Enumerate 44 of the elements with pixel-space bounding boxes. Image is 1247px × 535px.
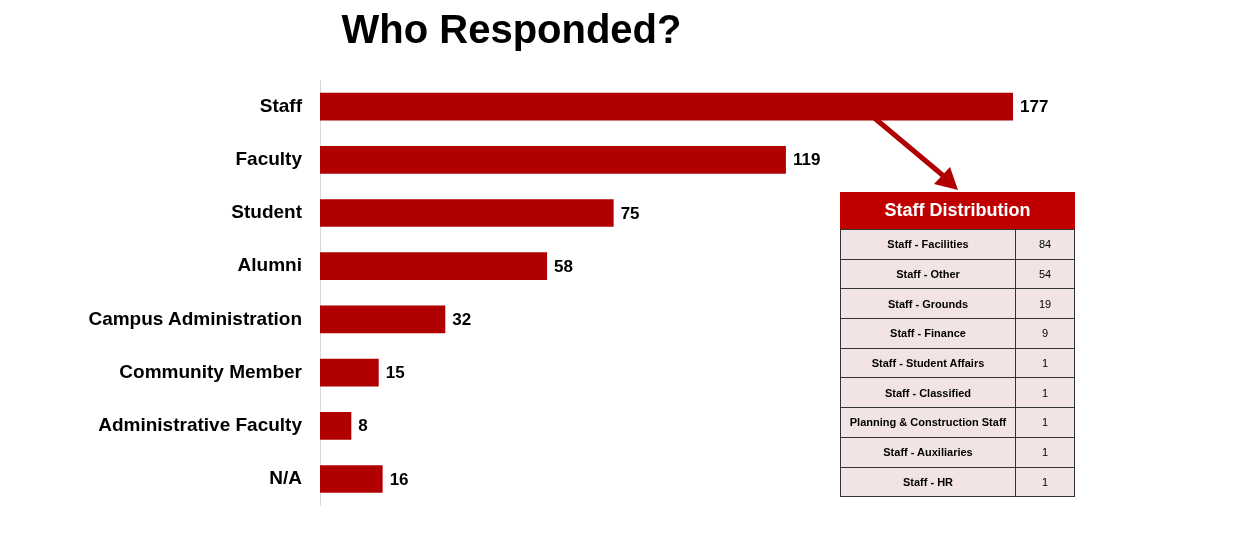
y-tick-label: Student (231, 201, 303, 223)
category-label: Planning & Construction Staff (840, 407, 1016, 438)
y-tick-label: Staff (259, 94, 303, 116)
bar (320, 411, 352, 440)
data-label: 177 (1020, 97, 1049, 117)
category-label: Staff - Other (840, 259, 1016, 289)
data-label: 1 (1015, 348, 1075, 378)
bar (320, 199, 614, 227)
data-label: 15 (385, 363, 405, 383)
data-label: 119 (792, 150, 821, 170)
chart-title: Who Responded? (341, 7, 682, 52)
data-label: 75 (620, 203, 640, 223)
text: Staff Distribution (840, 192, 1075, 229)
category-label: Staff - HR (840, 467, 1016, 497)
data-label: 84 (1015, 229, 1075, 260)
category-label: Staff - Student Affairs (840, 348, 1016, 378)
y-tick-label: Alumni (237, 254, 302, 276)
y-tick-label: Community Member (119, 360, 303, 382)
bar (320, 358, 379, 387)
data-label: 1 (1015, 437, 1075, 467)
data-label: 19 (1015, 288, 1075, 319)
category-label: Staff - Finance (840, 318, 1016, 349)
bar (320, 92, 1013, 121)
data-label: 9 (1015, 318, 1075, 349)
data-label: 1 (1015, 467, 1075, 497)
bar (320, 305, 446, 334)
y-tick-label: N/A (269, 467, 303, 489)
data-label: 16 (389, 469, 409, 489)
y-tick-label: Faculty (235, 148, 303, 170)
data-label: 8 (358, 416, 368, 436)
data-label: 1 (1015, 407, 1075, 438)
bar (320, 465, 383, 493)
bar (320, 252, 548, 281)
y-tick-label: Campus Administration (88, 307, 302, 329)
category-label: Staff - Auxiliaries (840, 437, 1016, 467)
category-label: Staff - Facilities (840, 229, 1016, 260)
bar (320, 145, 786, 174)
category-label: Staff - Classified (840, 377, 1016, 408)
y-tick-label: Administrative Faculty (98, 414, 303, 436)
data-label: 54 (1015, 259, 1075, 289)
data-label: 32 (452, 310, 472, 330)
category-label: Staff - Grounds (840, 288, 1016, 319)
data-label: 58 (554, 256, 574, 276)
data-label: 1 (1015, 377, 1075, 408)
